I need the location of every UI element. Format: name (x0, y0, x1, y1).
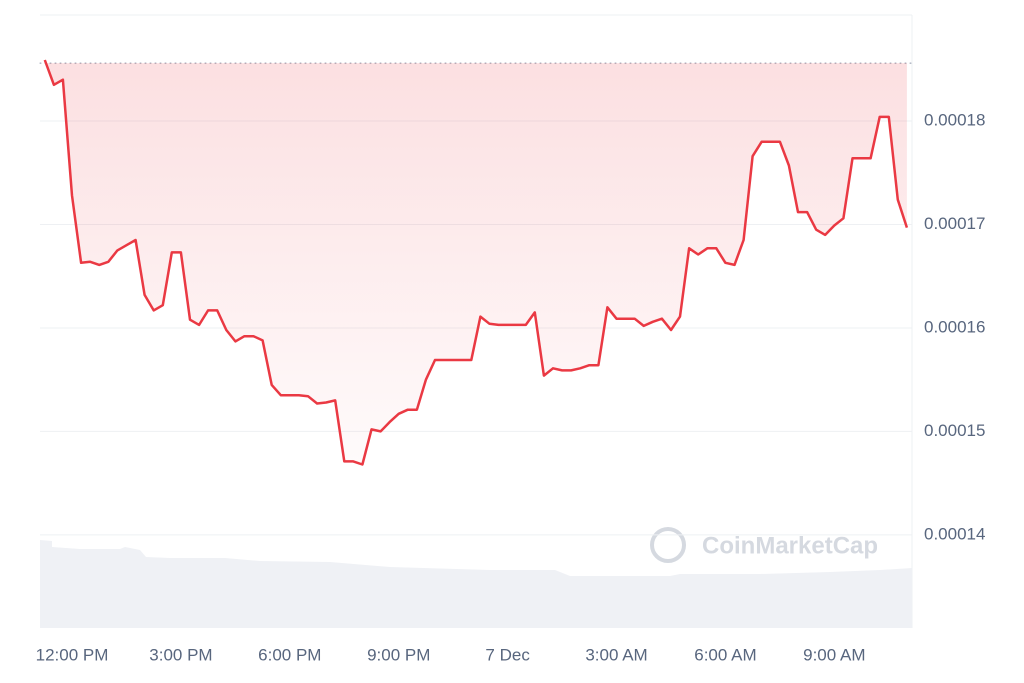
x-tick-label: 9:00 PM (367, 645, 430, 664)
y-tick-label: 0.00014 (924, 524, 985, 543)
x-tick-label: 3:00 PM (149, 645, 212, 664)
x-tick-label: 7 Dec (485, 645, 530, 664)
x-tick-label: 12:00 PM (36, 645, 109, 664)
area (44, 60, 907, 465)
x-tick-label: 6:00 PM (258, 645, 321, 664)
y-tick-label: 0.00018 (924, 111, 985, 130)
x-tick-label: 3:00 AM (585, 645, 647, 664)
x-tick-label: 6:00 AM (694, 645, 756, 664)
y-tick-label: 0.00015 (924, 421, 985, 440)
volume-area (40, 540, 912, 628)
watermark-logo (650, 527, 686, 563)
y-tick-label: 0.00016 (924, 317, 985, 336)
x-tick-label: 9:00 AM (803, 645, 865, 664)
watermark-text: CoinMarketCap (702, 532, 878, 559)
price-line (43, 59, 909, 466)
watermark: CoinMarketCap (650, 527, 878, 563)
y-tick-label: 0.00017 (924, 214, 985, 233)
